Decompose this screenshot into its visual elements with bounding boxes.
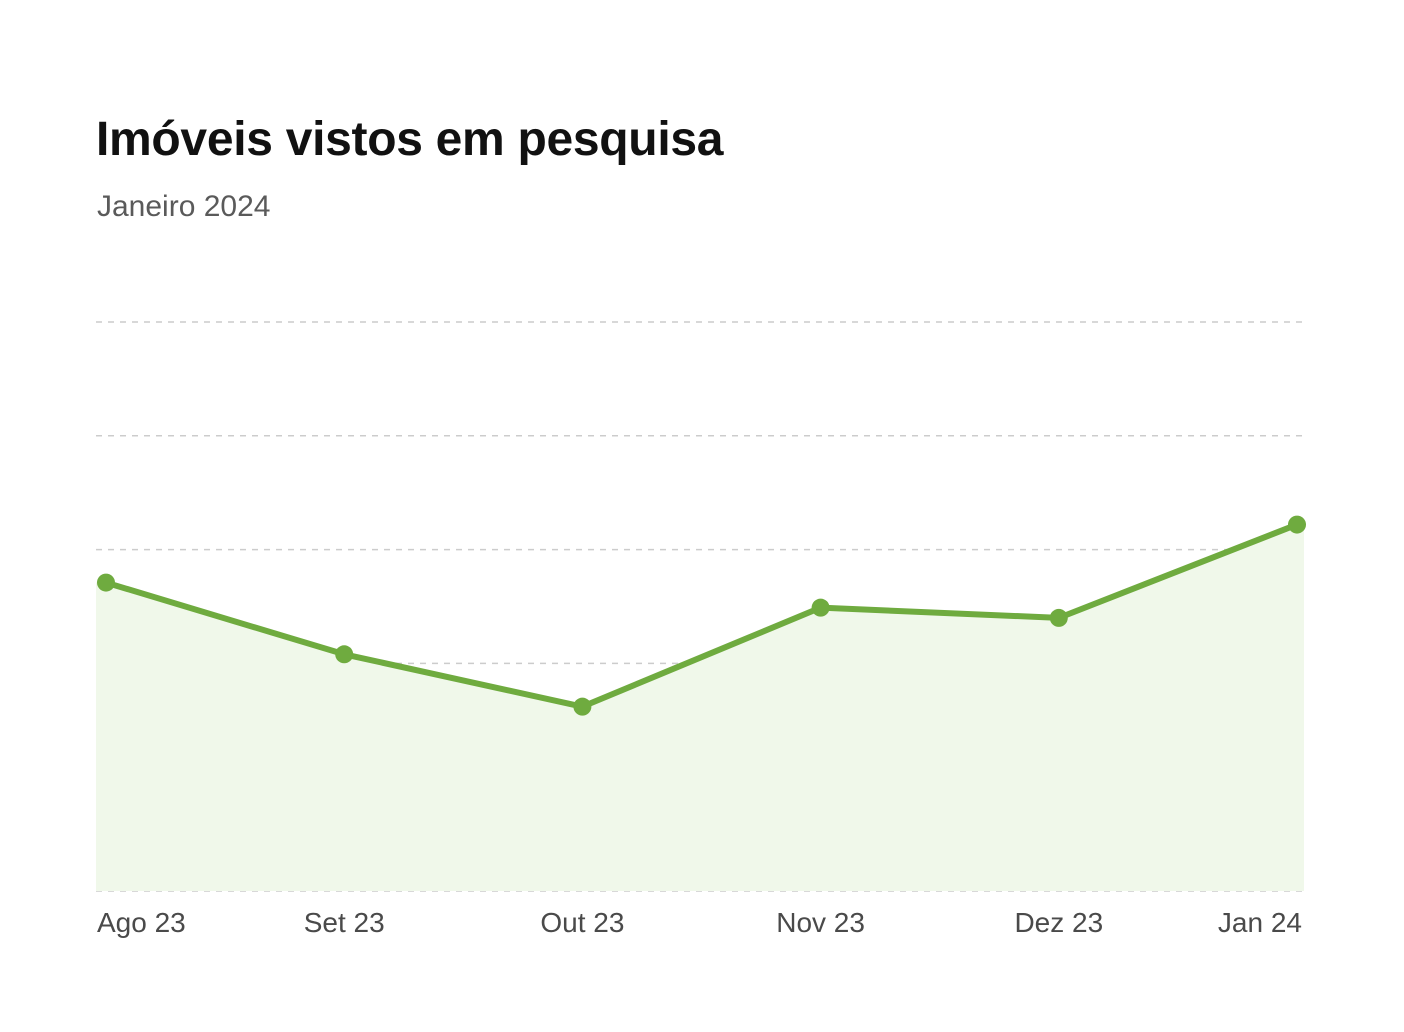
x-tick-label: Jan 24 <box>1218 907 1302 938</box>
series-line <box>103 521 1300 710</box>
data-point <box>1288 515 1306 534</box>
x-tick-label: Out 23 <box>540 907 624 938</box>
x-tick-label: Dez 23 <box>1014 907 1103 938</box>
line-layer <box>103 521 1300 710</box>
data-points <box>97 515 1306 716</box>
chart-title: Imóveis vistos em pesquisa <box>96 113 724 166</box>
x-tick-label: Ago 23 <box>97 907 186 938</box>
x-tick-label: Nov 23 <box>776 907 865 938</box>
data-point <box>97 573 115 592</box>
chart-subtitle: Janeiro 2024 <box>97 190 271 223</box>
data-point <box>335 645 354 664</box>
data-point <box>811 598 830 617</box>
data-point <box>573 697 592 716</box>
area-layer <box>96 524 1304 891</box>
x-axis-tick-labels: Ago 23 Set 23 Out 23 Nov 23 Dez 23 Jan 24 <box>97 907 1302 938</box>
x-tick-label: Set 23 <box>304 907 385 938</box>
series-area <box>96 524 1304 891</box>
data-point <box>1049 608 1068 627</box>
